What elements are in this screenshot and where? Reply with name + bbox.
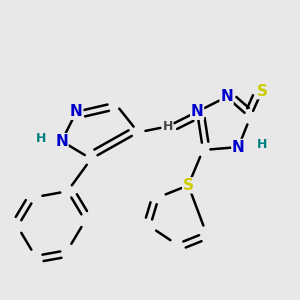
Text: N: N [55, 134, 68, 149]
Text: N: N [70, 104, 83, 119]
Text: H: H [36, 132, 46, 145]
Text: S: S [256, 84, 267, 99]
Text: N: N [220, 89, 233, 104]
Text: H: H [163, 120, 173, 133]
Text: H: H [257, 138, 267, 151]
Text: S: S [183, 178, 194, 193]
Text: N: N [232, 140, 245, 154]
Text: N: N [191, 104, 203, 119]
